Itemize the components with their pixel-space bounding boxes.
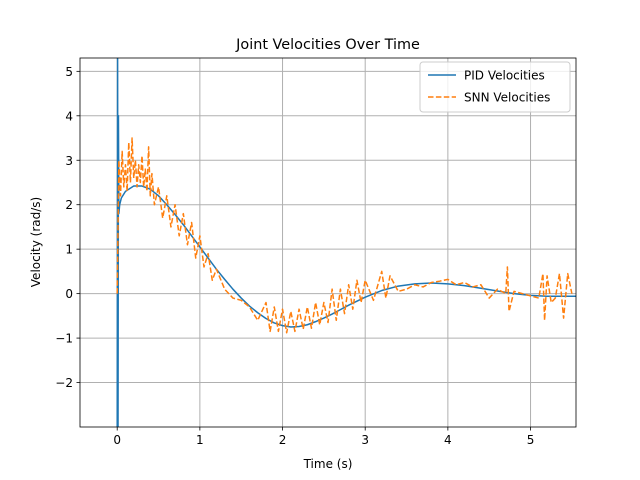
pid-velocities-line [116,58,576,427]
x-tick-label: 2 [279,433,287,447]
axes-frame [79,57,577,428]
y-axis-title: Velocity (rad/s) [29,197,43,287]
y-tick-label: 5 [65,65,73,79]
legend-pid-label: PID Velocities [464,69,545,83]
x-tick-label: 1 [196,433,204,447]
y-tick-label: −1 [55,332,73,346]
x-tick-label: 0 [113,433,121,447]
y-tick-label: 4 [65,109,73,123]
snn-velocities-line [116,137,573,334]
legend: PID Velocities SNN Velocities [419,61,571,113]
chart-title: Joint Velocities Over Time [235,37,420,53]
y-tick-label: 3 [65,154,73,168]
y-tick-label: 2 [65,198,73,212]
x-tick-label: 5 [527,433,535,447]
series-group [116,58,576,427]
y-tick-label: −2 [55,376,73,390]
y-tick-label: 1 [65,243,73,257]
x-tick-label: 4 [444,433,452,447]
legend-box [419,61,571,113]
plot-area: 0 1 2 3 4 5 −2 −1 0 1 2 3 4 5 PID Velocities SNN Veloci… [55,57,577,447]
y-tick-label: 0 [65,287,73,301]
x-tick-label: 3 [361,433,369,447]
x-axis-title: Time (s) [303,457,353,471]
legend-snn-label: SNN Velocities [464,91,550,105]
